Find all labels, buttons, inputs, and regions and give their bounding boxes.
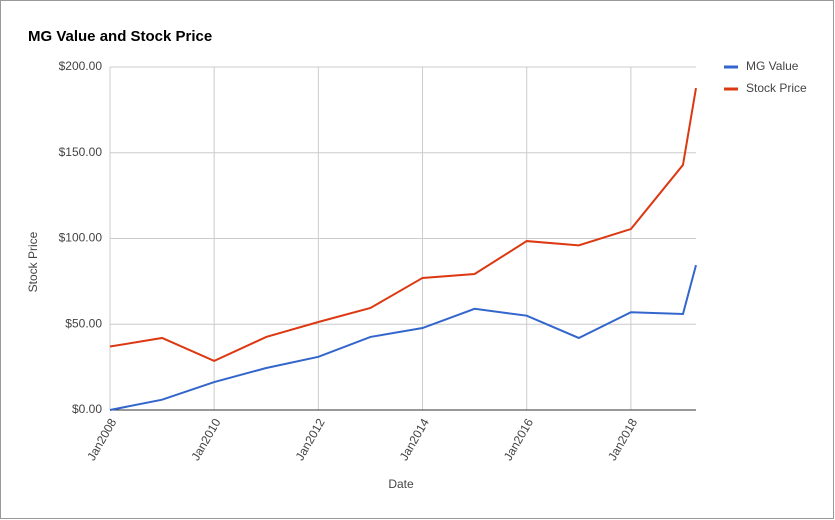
legend-label: Stock Price xyxy=(746,81,807,95)
x-axis-label: Date xyxy=(388,477,414,491)
y-tick-label: $200.00 xyxy=(59,59,103,73)
y-tick-label: $50.00 xyxy=(65,316,102,330)
chart-title: MG Value and Stock Price xyxy=(28,28,212,45)
y-tick-label: $100.00 xyxy=(59,231,103,245)
y-tick-label: $0.00 xyxy=(72,402,102,416)
y-axis-label: Stock Price xyxy=(26,231,40,292)
series-line xyxy=(109,264,697,411)
legend-label: MG Value xyxy=(746,59,799,73)
series-line xyxy=(109,87,697,363)
y-tick-label: $150.00 xyxy=(59,145,103,159)
